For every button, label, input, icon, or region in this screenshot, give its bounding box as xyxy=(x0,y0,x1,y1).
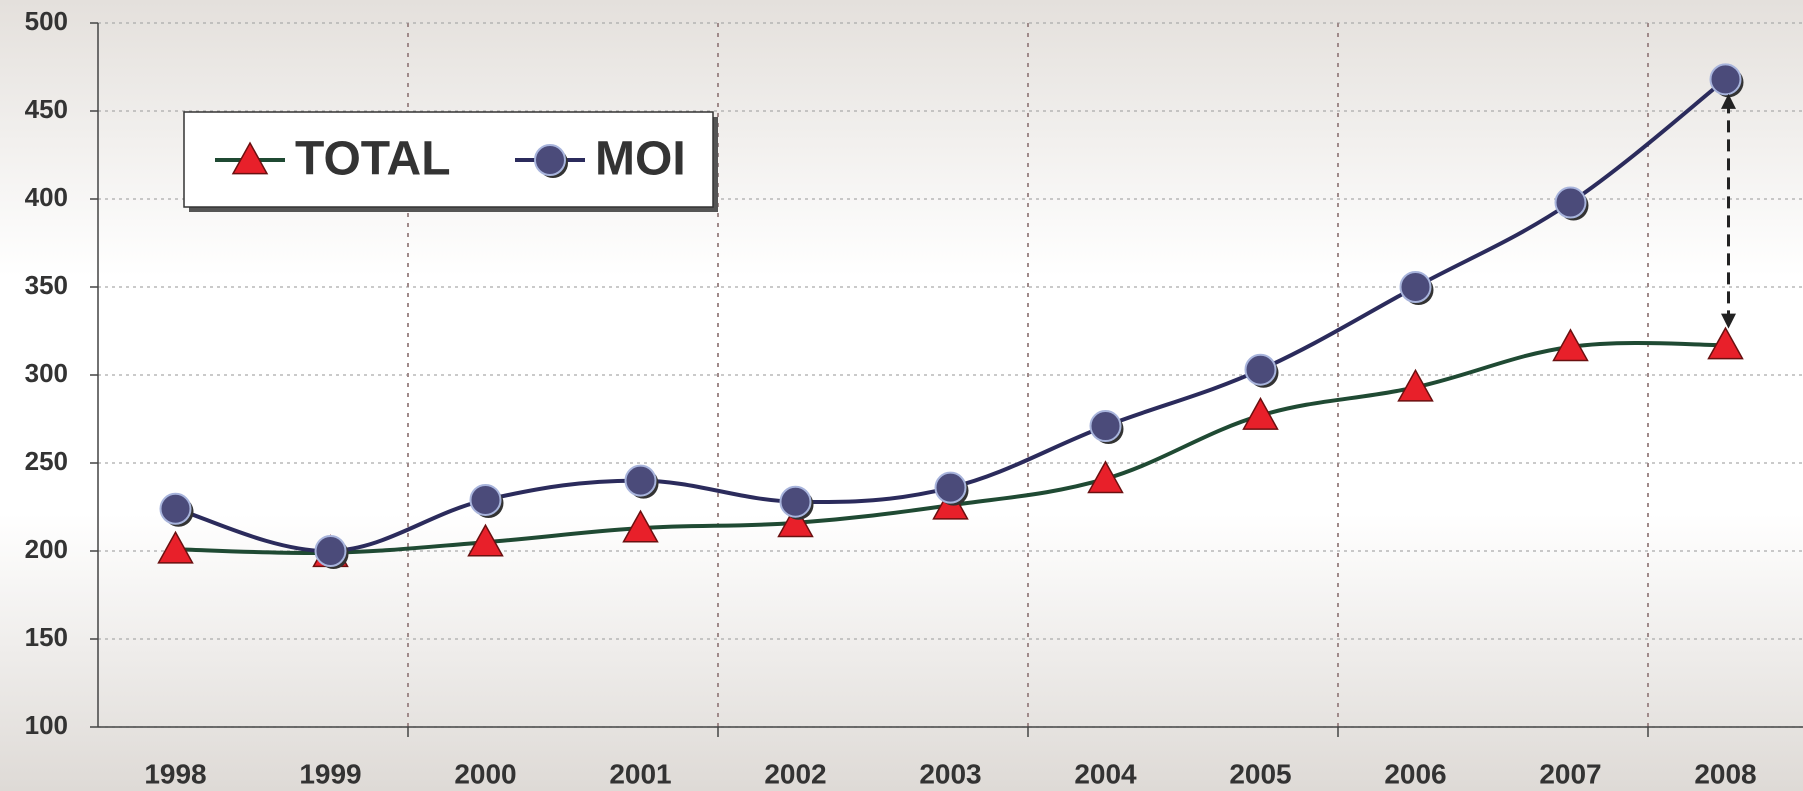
legend: TOTAL MOI xyxy=(183,111,718,212)
y-tick-label: 350 xyxy=(25,270,68,300)
legend-label: TOTAL xyxy=(295,133,451,186)
circle-marker xyxy=(934,471,967,504)
x-tick-label: 2002 xyxy=(764,758,826,789)
circle-marker xyxy=(469,483,502,516)
x-tick-label: 2007 xyxy=(1539,758,1601,789)
circle-marker xyxy=(624,464,657,497)
triangle-marker xyxy=(1552,328,1589,362)
circle-marker xyxy=(1399,271,1432,303)
triangle-marker xyxy=(1242,396,1279,430)
x-tick-label: 1999 xyxy=(299,758,361,789)
triangle-marker xyxy=(1397,368,1434,402)
circle-marker xyxy=(159,492,192,525)
y-tick-label: 400 xyxy=(25,182,68,212)
circle-marker xyxy=(1244,353,1277,386)
x-tick-label: 2001 xyxy=(609,758,671,789)
circle-marker xyxy=(314,535,347,567)
y-tick-label: 450 xyxy=(25,94,68,124)
triangle-marker xyxy=(157,530,194,564)
circle-marker xyxy=(1554,186,1587,219)
triangle-marker xyxy=(1707,326,1744,360)
triangle-marker xyxy=(467,523,504,557)
grid: 100 150 200 250 300 350 400 450 500 1998 1999 2000 2… xyxy=(25,6,1803,789)
y-tick-label: 250 xyxy=(25,446,68,476)
x-tick-label: 2008 xyxy=(1694,758,1756,789)
legend-label: MOI xyxy=(595,133,686,186)
circle-marker xyxy=(1089,410,1122,443)
triangle-marker xyxy=(231,141,269,175)
y-tick-label: 200 xyxy=(25,534,68,564)
y-tick-label: 500 xyxy=(25,6,68,36)
x-tick-label: 2000 xyxy=(454,758,516,789)
triangle-marker xyxy=(777,504,814,538)
x-tick-label: 2004 xyxy=(1074,758,1137,789)
circle-marker xyxy=(779,485,812,518)
y-tick-label: 150 xyxy=(25,622,68,652)
y-tick-label: 100 xyxy=(25,710,68,740)
triangle-marker xyxy=(622,509,659,543)
circle-marker xyxy=(1709,63,1742,96)
y-tick-label: 300 xyxy=(25,358,68,388)
x-tick-label: 1998 xyxy=(144,758,206,789)
circle-marker xyxy=(534,144,566,176)
x-tick-label: 2005 xyxy=(1229,758,1291,789)
x-tick-label: 2003 xyxy=(919,758,981,789)
x-tick-label: 2006 xyxy=(1384,758,1446,789)
triangle-marker xyxy=(1087,460,1124,494)
